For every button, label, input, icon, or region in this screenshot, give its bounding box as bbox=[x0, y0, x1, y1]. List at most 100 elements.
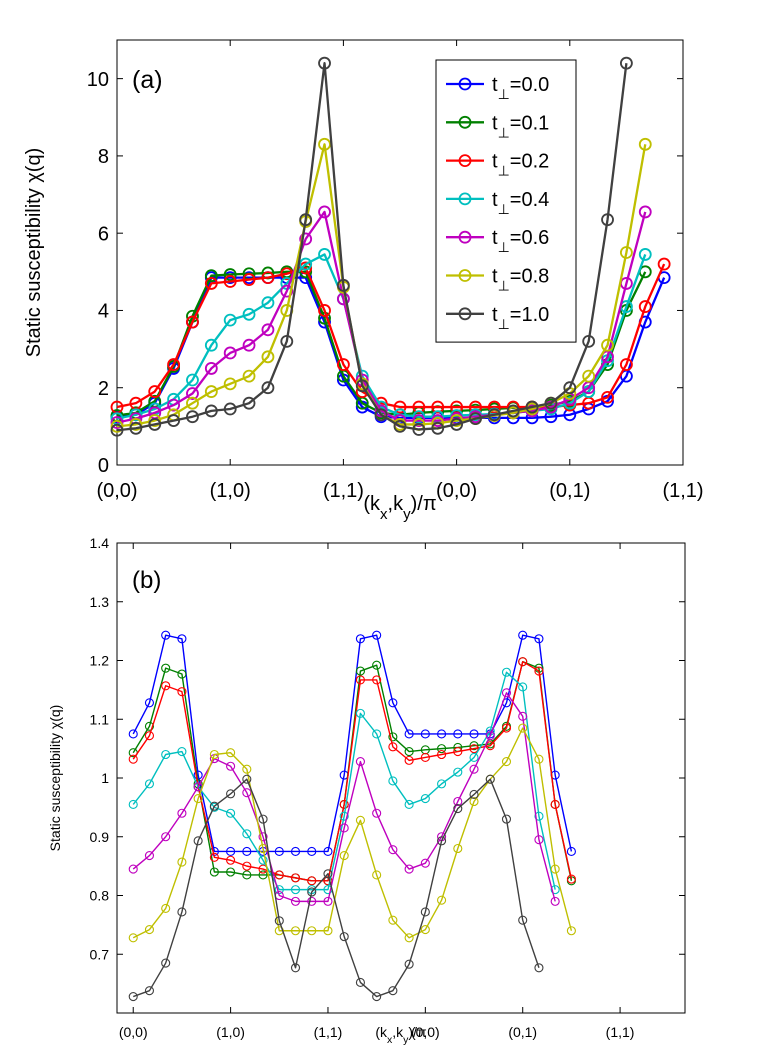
data-point bbox=[431, 421, 445, 435]
data-point bbox=[469, 789, 479, 800]
data-point bbox=[177, 857, 187, 867]
data-point bbox=[242, 764, 252, 774]
data-point bbox=[420, 925, 430, 935]
legend-label-part: =0.6 bbox=[510, 227, 549, 249]
data-point bbox=[242, 829, 252, 839]
y-tick-label: 1.1 bbox=[90, 711, 110, 727]
data-point bbox=[177, 687, 187, 697]
data-point bbox=[318, 205, 331, 219]
data-point bbox=[420, 858, 430, 868]
y-axis-title: Static susceptibility χ(q) bbox=[47, 705, 63, 852]
data-point bbox=[177, 634, 187, 644]
data-point bbox=[177, 669, 187, 679]
data-point bbox=[193, 770, 203, 780]
data-point bbox=[318, 137, 331, 151]
y-tick-label: 6 bbox=[98, 223, 109, 245]
y-tick-label: 10 bbox=[87, 69, 109, 91]
data-point bbox=[388, 776, 398, 786]
x-axis-title-part: y bbox=[403, 506, 411, 523]
data-point bbox=[485, 774, 495, 784]
data-point bbox=[261, 350, 275, 364]
data-point bbox=[307, 926, 317, 936]
y-tick-label: 0.9 bbox=[90, 829, 110, 845]
data-point bbox=[128, 864, 138, 874]
x-axis-title: (kx,ky)/π bbox=[363, 493, 436, 523]
panel-label: (a) bbox=[132, 66, 163, 94]
data-point bbox=[318, 248, 331, 261]
data-point bbox=[469, 764, 479, 774]
data-point bbox=[534, 811, 544, 821]
series-0 bbox=[128, 630, 576, 856]
data-point bbox=[339, 932, 349, 942]
data-point bbox=[412, 423, 426, 436]
x-axis-title-part: (k bbox=[375, 1024, 388, 1040]
data-point bbox=[242, 870, 252, 880]
data-point bbox=[129, 421, 143, 435]
data-point bbox=[242, 338, 256, 352]
series-4 bbox=[128, 688, 560, 906]
data-point bbox=[404, 747, 414, 757]
legend-label-part: t bbox=[492, 227, 498, 249]
legend-label-part: ⊥ bbox=[498, 86, 510, 102]
data-point bbox=[501, 667, 512, 677]
y-tick-label: 1.2 bbox=[90, 653, 110, 669]
data-point bbox=[469, 752, 479, 762]
data-point bbox=[453, 729, 463, 739]
data-point bbox=[290, 873, 301, 883]
data-point bbox=[638, 137, 652, 151]
x-tick-label: (0,1) bbox=[549, 480, 590, 502]
data-point bbox=[242, 396, 256, 410]
y-tick-label: 4 bbox=[98, 301, 109, 323]
data-point bbox=[307, 876, 317, 886]
data-point bbox=[518, 711, 528, 721]
data-point bbox=[518, 682, 528, 692]
legend-label: t⊥=0.0 bbox=[492, 74, 549, 102]
data-point bbox=[258, 870, 268, 880]
data-point bbox=[619, 358, 633, 371]
y-tick-label: 1.3 bbox=[90, 594, 110, 610]
x-axis-title-part: (k bbox=[363, 493, 381, 515]
data-point bbox=[204, 276, 218, 290]
data-point bbox=[242, 846, 252, 856]
legend-swatch-marker bbox=[458, 154, 472, 168]
legend-label-part: t bbox=[492, 112, 498, 134]
data-point bbox=[501, 723, 512, 733]
data-point bbox=[550, 864, 560, 874]
legend-label-part: ⊥ bbox=[498, 239, 510, 255]
data-point bbox=[388, 742, 398, 752]
data-point bbox=[186, 396, 199, 410]
axes-frame bbox=[116, 542, 686, 1014]
legend-swatch-marker bbox=[458, 192, 472, 206]
data-point bbox=[290, 846, 301, 856]
y-tick-label: 2 bbox=[98, 378, 109, 400]
panel-b: 0.7 0.8 0.9 1 1.1 1.2 1.3 1.4 (0,0) (1,0) (1,1) (0,… bbox=[47, 535, 686, 1046]
data-point bbox=[534, 963, 544, 973]
legend-label-part: t bbox=[492, 151, 498, 173]
data-point bbox=[274, 916, 284, 926]
data-point bbox=[226, 761, 236, 771]
data-point bbox=[412, 400, 426, 414]
data-point bbox=[209, 852, 219, 862]
data-point bbox=[657, 257, 671, 271]
legend-swatch-marker bbox=[458, 115, 472, 129]
legend-swatch-marker bbox=[458, 269, 472, 282]
data-point bbox=[144, 731, 155, 741]
data-point bbox=[242, 861, 252, 871]
data-point bbox=[161, 749, 171, 760]
data-point bbox=[638, 205, 652, 219]
data-point bbox=[323, 846, 333, 856]
legend: t⊥=0.0t⊥=0.1t⊥=0.2t⊥=0.4t⊥=0.6t⊥=0.8t⊥=1… bbox=[435, 59, 577, 343]
data-point bbox=[209, 749, 219, 760]
data-point bbox=[563, 381, 577, 395]
series-line bbox=[116, 62, 628, 432]
data-point bbox=[339, 823, 349, 833]
data-point bbox=[355, 634, 365, 644]
data-point bbox=[129, 408, 143, 422]
data-point bbox=[501, 688, 512, 698]
series-line bbox=[132, 671, 556, 891]
data-point bbox=[487, 400, 501, 414]
data-point bbox=[534, 754, 544, 764]
data-point bbox=[242, 369, 256, 383]
data-point bbox=[563, 396, 577, 410]
data-point bbox=[388, 915, 398, 925]
